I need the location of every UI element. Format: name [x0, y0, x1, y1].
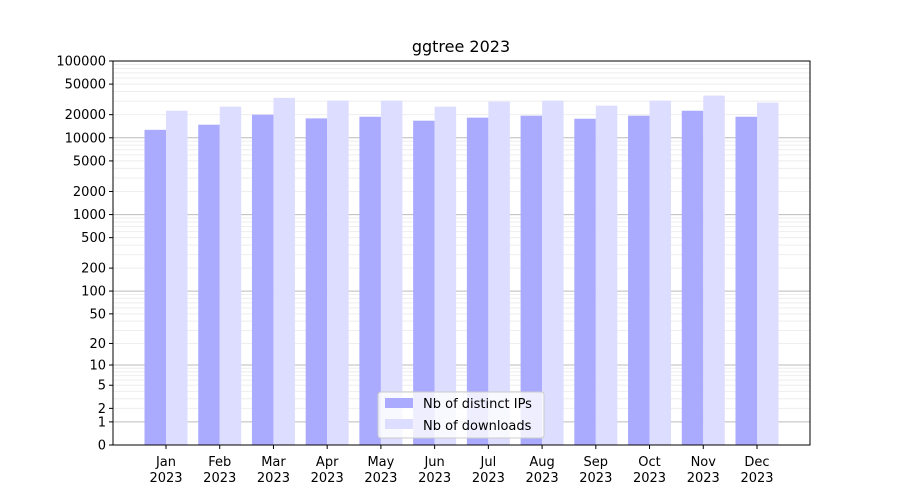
legend-label-ips: Nb of distinct IPs [423, 397, 532, 412]
bar-downloads [166, 110, 188, 445]
y-tick-label: 5 [98, 379, 106, 394]
y-tick-label: 1 [98, 415, 106, 430]
y-tick-label: 0 [98, 439, 106, 454]
y-tick-label: 1000 [73, 208, 106, 223]
bar-distinct-ips [413, 120, 435, 445]
bar-downloads [703, 95, 725, 445]
legend-label-downloads: Nb of downloads [423, 419, 532, 434]
y-tick-label: 10000 [65, 131, 106, 146]
y-tick-label: 200 [81, 262, 106, 277]
bar-downloads [542, 100, 564, 445]
bar-distinct-ips [144, 129, 166, 446]
bar-distinct-ips [735, 116, 757, 445]
bar-distinct-ips [681, 110, 704, 445]
bar-distinct-ips [359, 116, 381, 445]
y-tick-label: 2000 [73, 185, 106, 200]
plot-frame [112, 60, 811, 446]
y-tick-label: 100000 [56, 55, 106, 70]
bar-downloads [380, 100, 403, 445]
bar-downloads [273, 97, 295, 446]
legend: Nb of distinct IPs Nb of downloads [377, 391, 545, 439]
x-tick-label: Jul 2023 [472, 455, 505, 486]
bar-distinct-ips [628, 115, 650, 445]
y-tick-label: 500 [81, 231, 106, 246]
x-tick-label: Sep 2023 [579, 455, 612, 486]
x-tick-label: Jun 2023 [418, 455, 451, 486]
x-tick-label: Dec 2023 [740, 455, 773, 486]
bar-distinct-ips [466, 117, 489, 446]
y-tick-label: 50000 [65, 78, 106, 93]
legend-swatch-downloads [385, 419, 413, 429]
x-tick-label: Oct 2023 [633, 455, 666, 486]
y-tick-label: 100 [81, 285, 106, 300]
bar-downloads [434, 106, 457, 445]
x-tick-label: Aug 2023 [526, 455, 559, 486]
bar-downloads [327, 100, 349, 445]
y-tick-label: 20000 [65, 108, 106, 123]
bar-distinct-ips [251, 114, 274, 446]
y-tick-label: 10 [89, 359, 106, 374]
bar-distinct-ips [520, 115, 543, 445]
bar-downloads [649, 100, 672, 445]
bar-downloads [757, 102, 779, 446]
bar-distinct-ips [305, 118, 328, 446]
x-tick-label: Mar 2023 [257, 455, 290, 486]
x-tick-label: Nov 2023 [687, 455, 720, 486]
chart-title: ggtree 2023 [412, 37, 510, 56]
x-tick-label: Jan 2023 [149, 455, 182, 486]
x-tick-label: Apr 2023 [311, 455, 344, 486]
y-tick-label: 20 [89, 337, 106, 352]
y-tick-label: 5000 [73, 154, 106, 169]
x-tick-label: May 2023 [364, 455, 397, 486]
bar-downloads [488, 101, 510, 445]
bar-downloads [595, 105, 618, 445]
y-tick-label: 50 [89, 307, 106, 322]
x-tick-label: Feb 2023 [203, 455, 236, 486]
bar-distinct-ips [198, 124, 220, 445]
y-tick-label: 2 [98, 402, 106, 417]
legend-swatch-ips [385, 398, 413, 408]
bar-downloads [219, 106, 242, 445]
bar-distinct-ips [574, 118, 596, 445]
